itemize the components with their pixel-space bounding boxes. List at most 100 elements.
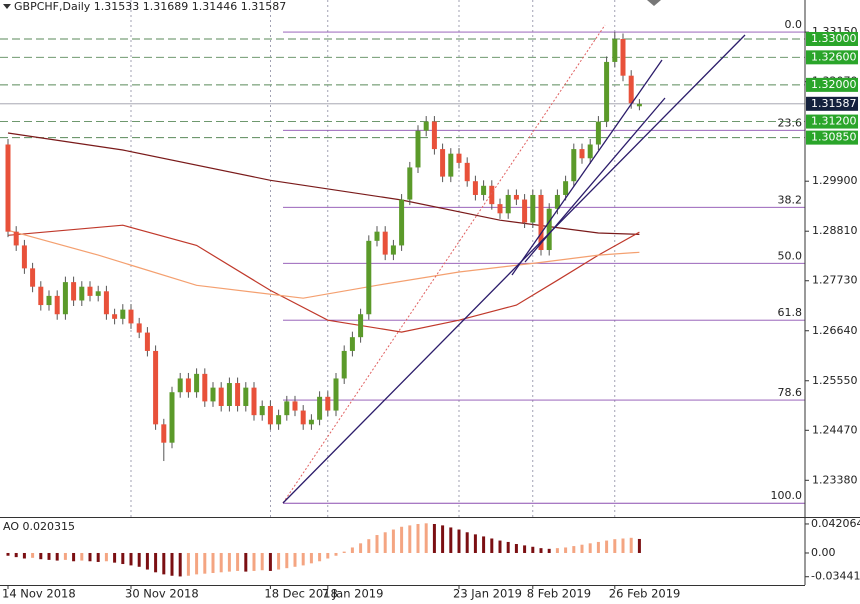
candle-body <box>472 181 478 195</box>
candle-body <box>153 350 159 425</box>
ao-bar <box>178 552 182 577</box>
ao-bar <box>219 552 223 573</box>
ao-bar <box>203 552 207 574</box>
candle-body <box>38 286 44 306</box>
candle-body <box>317 396 323 420</box>
ao-bar <box>473 534 477 553</box>
candle-body <box>554 194 560 209</box>
candle-body <box>5 144 11 232</box>
ao-bar <box>424 523 428 553</box>
x-tick-label: 8 Feb 2019 <box>527 587 591 601</box>
scroll-marker[interactable] <box>647 0 661 6</box>
candle-body <box>464 162 470 182</box>
ao-bar <box>637 538 641 553</box>
ao-bar <box>580 544 584 553</box>
ao-bar <box>564 547 568 553</box>
candle-body <box>341 350 347 379</box>
ao-bar <box>596 541 600 553</box>
candle-body <box>259 405 265 416</box>
candle-body <box>538 194 544 251</box>
chart-title: GBPCHF,Daily 1.31533 1.31689 1.31446 1.3… <box>14 0 286 13</box>
candle-body <box>276 415 282 425</box>
candle-body <box>136 323 142 333</box>
fib-label: 78.6 <box>778 386 803 399</box>
ao-bar <box>359 543 363 553</box>
y-tick-label: 1.23380 <box>812 473 858 486</box>
ao-tick-label: 0.00 <box>811 546 836 559</box>
x-tick-label: 7 Jan 2019 <box>322 587 384 601</box>
price-level-box <box>806 77 858 92</box>
fib-label: 23.6 <box>778 116 803 129</box>
ao-bar <box>334 552 338 556</box>
candle-body <box>505 194 511 214</box>
x-tick-label: 30 Nov 2018 <box>125 587 199 601</box>
ao-bar <box>80 552 84 561</box>
candle-body <box>30 268 36 287</box>
ao-bar <box>547 548 551 553</box>
ao-bar <box>72 552 76 562</box>
ao-bar <box>6 552 10 556</box>
candle-body <box>333 378 339 411</box>
candle-body <box>161 424 167 443</box>
trend-line <box>511 59 663 276</box>
candle-body <box>54 295 60 315</box>
y-tick-label: 1.27730 <box>812 274 858 287</box>
candle-body <box>399 199 405 246</box>
y-tick-label: 1.26640 <box>812 324 858 337</box>
candle-body <box>382 231 388 255</box>
candle-body <box>120 309 126 319</box>
ao-bar <box>227 552 231 572</box>
ao-bar <box>309 552 313 564</box>
candle-body <box>571 149 577 182</box>
ao-bar <box>195 552 199 575</box>
ao-bar <box>31 552 35 558</box>
ao-bar <box>145 552 149 570</box>
candle-body <box>267 405 273 425</box>
ao-bar <box>236 552 240 571</box>
candle-body <box>202 373 208 402</box>
candle-body <box>620 38 626 76</box>
candle-body <box>530 194 536 223</box>
candle-body <box>144 332 150 351</box>
candle-body <box>456 153 462 163</box>
ao-bar <box>629 537 633 553</box>
ao-bar <box>154 552 158 573</box>
y-tick-label: 1.28810 <box>812 224 858 237</box>
candle-body <box>390 245 396 255</box>
ao-bar <box>391 529 395 553</box>
candle-body <box>587 144 593 159</box>
ao-bar <box>318 552 322 562</box>
y-tick-label: 1.24470 <box>812 423 858 436</box>
candle-body <box>112 314 118 319</box>
ao-bar <box>293 552 297 567</box>
candle-body <box>595 121 601 145</box>
price-level-label: 1.32600 <box>811 50 857 63</box>
ao-bar <box>39 552 43 560</box>
menu-arrow[interactable] <box>3 4 11 9</box>
price-level-box <box>806 50 858 65</box>
candle-body <box>95 291 101 296</box>
candle-body <box>522 199 528 223</box>
ao-bar <box>400 526 404 553</box>
ao-bar <box>162 552 166 575</box>
candle-body <box>251 387 257 416</box>
ao-bar <box>301 552 305 566</box>
ao-bar <box>121 552 125 565</box>
fib-label: 38.2 <box>778 193 803 206</box>
ao-bar <box>588 543 592 553</box>
ao-bar <box>129 552 133 566</box>
ao-bar <box>441 525 445 553</box>
ao-bar <box>113 552 117 563</box>
candle-body <box>169 392 175 443</box>
trend-line <box>524 97 666 263</box>
candle-body <box>366 240 372 315</box>
ao-bar <box>47 552 51 560</box>
ao-bar <box>260 552 264 571</box>
candle-body <box>563 181 569 195</box>
ao-bar <box>514 544 518 553</box>
trend-line <box>282 34 746 504</box>
candle-body <box>300 410 306 425</box>
ao-bar <box>326 552 330 559</box>
candle-body <box>628 75 634 104</box>
